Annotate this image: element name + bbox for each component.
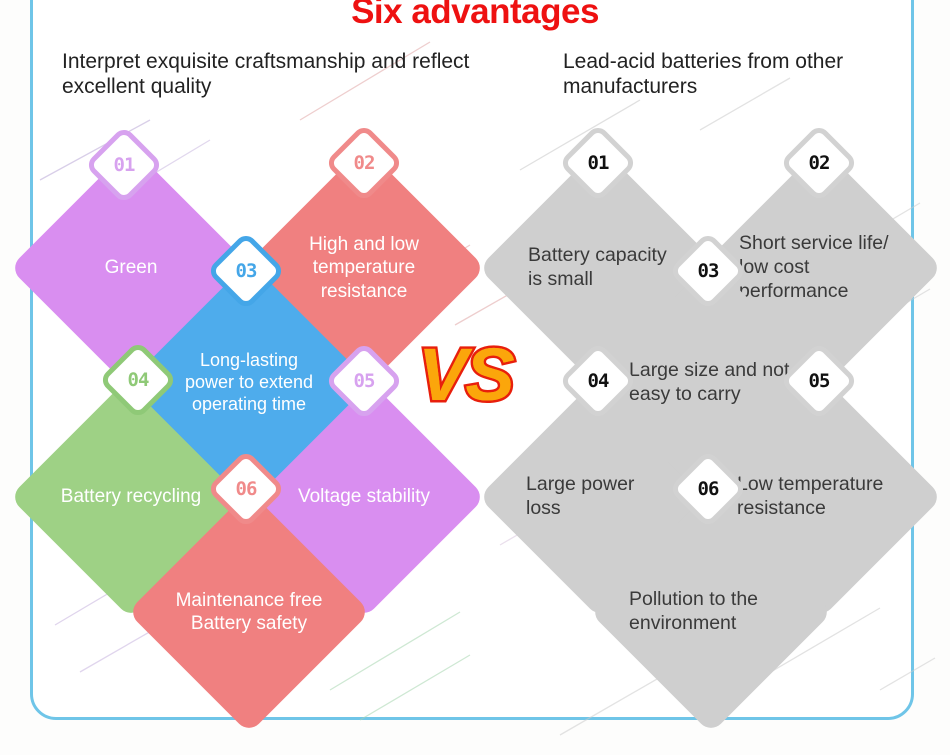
left-diamond-06[interactable]: Maintenance free Battery safety (127, 490, 371, 734)
left-badge-05-number: 05 (353, 370, 375, 392)
left-badge-03-number: 03 (235, 260, 257, 282)
left-diamond-03-label: Long-lasting power to extend operating t… (184, 350, 314, 414)
right-badge-01-number: 01 (587, 152, 609, 174)
left-badge-06-number: 06 (235, 478, 257, 500)
left-badge-01-number: 01 (113, 154, 135, 176)
left-badge-02-number: 02 (353, 152, 375, 174)
right-diamond-03-label: Large size and not easy to carry (629, 359, 790, 405)
vs-badge: VS (418, 333, 515, 416)
right-badge-02-number: 02 (808, 152, 830, 174)
right-badge-03-number: 03 (697, 260, 719, 282)
page-title: Six advantages (351, 0, 599, 31)
right-panel-heading: Lead-acid batteries from other manufactu… (563, 50, 844, 98)
right-badge-05-number: 05 (808, 370, 830, 392)
right-badge-06-number: 06 (697, 478, 719, 500)
left-badge-04-number: 04 (127, 369, 149, 391)
left-panel-heading: Interpret exquisite craftsmanship and re… (62, 50, 470, 98)
right-badge-04-number: 04 (587, 370, 609, 392)
right-diamond-06[interactable]: Pollution to the environment (589, 490, 833, 734)
right-diamond-06-label: Pollution to the environment (629, 588, 759, 634)
vs-badge-outline: VS (416, 333, 518, 416)
left-diamond-06-label: Maintenance free Battery safety (175, 589, 323, 634)
